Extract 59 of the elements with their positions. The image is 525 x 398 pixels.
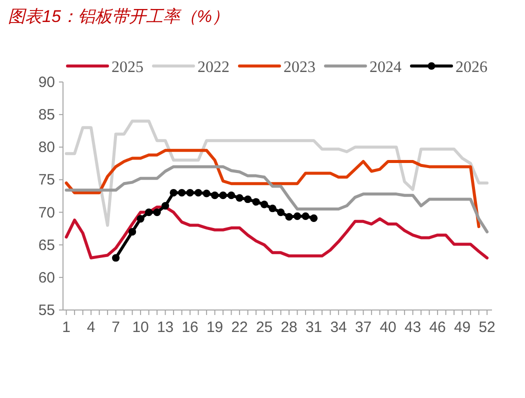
line-series: [64, 148, 480, 228]
x-tick-label: 22: [231, 319, 248, 336]
x-tick-label: 25: [256, 319, 273, 336]
x-tick-label: 7: [112, 319, 120, 336]
point: [178, 188, 186, 197]
line-series: [64, 120, 489, 227]
point: [219, 192, 227, 200]
point: [186, 188, 194, 197]
point: [302, 212, 310, 220]
x-tick-label: 43: [404, 319, 422, 336]
line-series: [64, 165, 489, 234]
point: [145, 208, 153, 216]
x-tick-label: 10: [132, 319, 149, 336]
x-tick-label: 28: [280, 319, 298, 336]
point: [228, 192, 236, 200]
point: [252, 198, 260, 206]
point: [202, 190, 210, 198]
point: [244, 195, 252, 204]
y-tick-label: 90: [38, 74, 55, 91]
x-tick-label: 37: [354, 319, 372, 336]
point: [277, 208, 285, 216]
legend-label: 2025: [112, 59, 144, 76]
x-tick-label: 19: [206, 319, 224, 336]
chart-title: 图表15：铝板带开工率（%）: [8, 7, 230, 26]
x-tick-label: 13: [156, 319, 174, 336]
point: [285, 213, 293, 221]
y-tick-label: 55: [38, 302, 55, 319]
x-tick-label: 46: [429, 319, 446, 336]
point: [136, 215, 144, 223]
y-tick-label: 70: [38, 204, 55, 222]
y-tick-label: 85: [38, 106, 55, 124]
x-tick-label: 16: [182, 319, 198, 336]
point: [162, 202, 170, 210]
x-tick-label: 1: [62, 319, 70, 336]
point: [260, 200, 268, 208]
x-tick-label: 4: [86, 319, 96, 336]
point: [194, 188, 202, 197]
point: [128, 228, 136, 236]
point: [268, 204, 276, 212]
x-tick-label: 40: [380, 319, 396, 336]
y-tick-label: 60: [38, 269, 55, 286]
y-tick-label: 75: [38, 172, 55, 189]
y-tick-label: 80: [38, 139, 55, 156]
point: [153, 208, 161, 216]
legend-label: 2024: [370, 59, 402, 76]
point: [170, 188, 178, 197]
x-tick-label: 49: [454, 319, 471, 336]
legend-label: 2026: [456, 59, 488, 76]
x-tick-label: 31: [305, 319, 322, 336]
point: [236, 194, 244, 202]
y-tick-label: 65: [38, 236, 55, 254]
point: [112, 254, 120, 262]
point: [310, 214, 318, 222]
point: [211, 192, 219, 200]
legend-label: 2023: [284, 59, 316, 76]
x-tick-label: 34: [330, 319, 347, 336]
x-tick-label: 52: [478, 319, 496, 336]
legend-label: 2022: [198, 59, 230, 76]
point: [294, 212, 302, 220]
